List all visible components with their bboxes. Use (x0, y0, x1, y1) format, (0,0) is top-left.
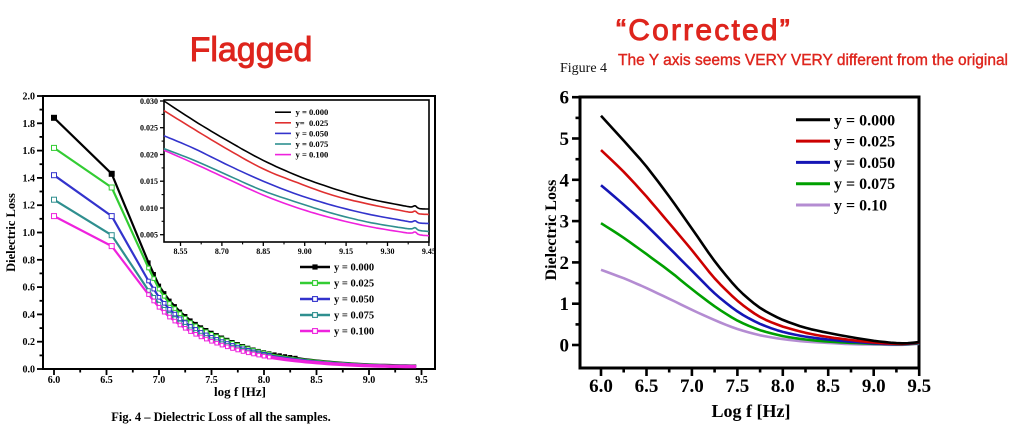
svg-text:y = 0.100: y = 0.100 (334, 327, 374, 338)
svg-text:0.010: 0.010 (140, 204, 158, 213)
svg-text:y = 0.10: y = 0.10 (834, 198, 887, 215)
svg-text:Log f [Hz]: Log f [Hz] (712, 401, 791, 421)
svg-text:y = 0.075: y = 0.075 (334, 311, 374, 322)
svg-text:0: 0 (560, 336, 570, 357)
svg-text:8.5: 8.5 (310, 375, 323, 386)
svg-text:0.0: 0.0 (23, 365, 36, 376)
svg-text:1.8: 1.8 (23, 119, 36, 130)
svg-text:9.15: 9.15 (339, 247, 353, 256)
svg-text:1: 1 (560, 294, 570, 315)
svg-text:y= 0.025: y= 0.025 (296, 118, 329, 128)
svg-text:Fig. 4 – Dielectric Loss of al: Fig. 4 – Dielectric Loss of all the samp… (111, 410, 330, 424)
svg-text:6.5: 6.5 (635, 376, 659, 397)
svg-text:1.0: 1.0 (23, 228, 36, 239)
svg-text:y = 0.000: y = 0.000 (296, 107, 329, 117)
svg-text:9.5: 9.5 (415, 375, 428, 386)
svg-text:7.5: 7.5 (726, 376, 750, 397)
svg-text:Dielectric Loss: Dielectric Loss (543, 180, 560, 281)
svg-text:3: 3 (560, 212, 570, 233)
svg-text:5: 5 (560, 129, 570, 150)
svg-text:y = 0.025: y = 0.025 (334, 279, 374, 290)
svg-text:1.6: 1.6 (23, 146, 36, 157)
svg-text:8.0: 8.0 (258, 375, 271, 386)
svg-text:6: 6 (560, 88, 570, 109)
svg-text:7.0: 7.0 (680, 376, 704, 397)
svg-text:y = 0.075: y = 0.075 (296, 139, 329, 149)
svg-text:y = 0.075: y = 0.075 (834, 176, 895, 193)
svg-text:6.5: 6.5 (100, 375, 113, 386)
svg-text:Figure 4: Figure 4 (560, 61, 607, 76)
svg-text:y = 0.050: y = 0.050 (334, 295, 374, 306)
svg-text:9.0: 9.0 (363, 375, 376, 386)
svg-text:9.0: 9.0 (862, 376, 886, 397)
svg-text:“Corrected”: “Corrected” (616, 14, 792, 47)
svg-text:7.0: 7.0 (153, 375, 166, 386)
svg-text:6.0: 6.0 (589, 376, 613, 397)
svg-text:0.015: 0.015 (140, 177, 158, 186)
svg-text:2: 2 (560, 253, 570, 274)
svg-text:The Y axis seems VERY VERY dif: The Y axis seems VERY VERY different fro… (618, 52, 1008, 69)
svg-text:9.30: 9.30 (381, 247, 395, 256)
svg-text:1.4: 1.4 (23, 173, 36, 184)
svg-text:1.2: 1.2 (23, 201, 36, 212)
svg-text:0.030: 0.030 (140, 97, 158, 106)
svg-text:9.45: 9.45 (422, 247, 436, 256)
svg-text:0.6: 0.6 (23, 283, 36, 294)
svg-text:Dielectric Loss: Dielectric Loss (4, 193, 18, 272)
svg-text:y = 0.050: y = 0.050 (834, 155, 895, 172)
svg-text:7.5: 7.5 (205, 375, 218, 386)
svg-text:9.00: 9.00 (298, 247, 312, 256)
svg-text:4: 4 (560, 170, 570, 191)
svg-text:0.020: 0.020 (140, 150, 158, 159)
svg-text:0.005: 0.005 (140, 231, 158, 240)
svg-text:8.85: 8.85 (256, 247, 270, 256)
svg-text:y = 0.000: y = 0.000 (834, 112, 895, 129)
svg-text:8.0: 8.0 (771, 376, 795, 397)
svg-text:0.4: 0.4 (23, 310, 36, 321)
svg-text:9.5: 9.5 (907, 376, 931, 397)
svg-text:log f [Hz]: log f [Hz] (214, 384, 266, 399)
svg-text:2.0: 2.0 (23, 92, 36, 103)
svg-text:6.0: 6.0 (48, 375, 61, 386)
svg-text:y = 0.050: y = 0.050 (296, 128, 329, 138)
svg-text:y = 0.025: y = 0.025 (834, 134, 895, 151)
svg-text:Flagged: Flagged (190, 31, 313, 69)
svg-text:8.5: 8.5 (816, 376, 840, 397)
svg-text:8.55: 8.55 (174, 247, 188, 256)
svg-text:y = 0.100: y = 0.100 (296, 150, 329, 160)
svg-text:0.2: 0.2 (23, 337, 36, 348)
svg-text:0.8: 0.8 (23, 255, 36, 266)
svg-text:y = 0.000: y = 0.000 (334, 263, 374, 274)
svg-text:8.70: 8.70 (215, 247, 229, 256)
svg-text:0.025: 0.025 (140, 124, 158, 133)
